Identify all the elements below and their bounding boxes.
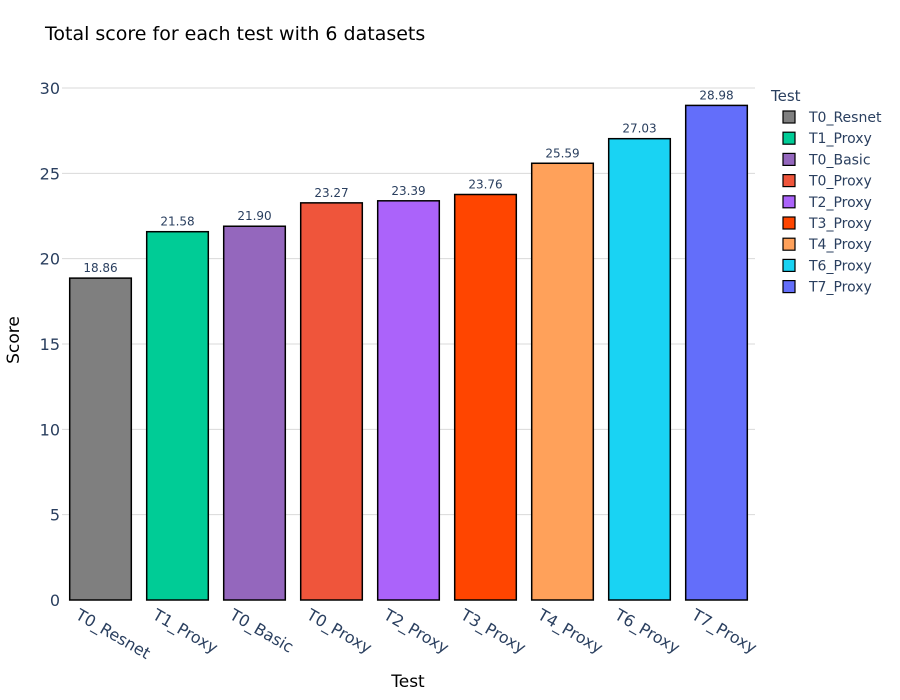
x-tick-label: T0_Proxy	[302, 605, 375, 659]
bar-value-label: 23.27	[314, 186, 348, 200]
y-tick-label: 15	[40, 335, 60, 354]
chart-title: Total score for each test with 6 dataset…	[44, 23, 425, 45]
legend-title: Test	[770, 87, 801, 105]
x-tick-label: T7_Proxy	[687, 605, 760, 659]
legend-label: T0_Basic	[808, 152, 871, 168]
legend-label: T4_Proxy	[808, 237, 872, 253]
y-tick-label: 20	[40, 250, 60, 269]
bar-t0-resnet	[68, 277, 133, 601]
legend-label: T3_Proxy	[808, 216, 872, 232]
bar-value-label: 23.39	[391, 184, 425, 198]
bar-t7-proxy	[684, 104, 749, 601]
bar-value-label: 18.86	[83, 261, 117, 275]
bar-t3-proxy	[453, 193, 518, 601]
legend-swatch	[782, 280, 796, 294]
bar-t6-proxy	[607, 137, 672, 601]
y-axis-ticks: 0 5 10 15 20 25 30	[40, 79, 60, 610]
bar-value-label: 25.59	[545, 146, 579, 160]
bar-t0-basic	[222, 225, 287, 601]
x-tick-label: T1_Proxy	[148, 605, 221, 659]
x-tick-label: T0_Resnet	[71, 605, 154, 664]
y-tick-label: 0	[50, 591, 60, 610]
legend-swatch	[782, 258, 796, 272]
y-tick-label: 30	[40, 79, 60, 98]
y-axis-title: Score	[4, 316, 24, 364]
legend-swatch	[782, 237, 796, 251]
legend-label: T0_Proxy	[808, 174, 872, 190]
x-tick-label: T0_Basic	[225, 605, 297, 658]
y-tick-label: 25	[40, 164, 60, 183]
bar-value-label: 21.90	[237, 209, 271, 223]
bar-t2-proxy	[376, 200, 441, 601]
x-tick-label: T4_Proxy	[533, 605, 606, 659]
legend-swatch	[782, 195, 796, 209]
y-tick-label: 10	[40, 420, 60, 439]
x-tick-label: T3_Proxy	[456, 605, 529, 659]
legend-label: T7_Proxy	[808, 280, 872, 296]
legend-label: T0_Resnet	[808, 110, 882, 126]
bars: 18.86 21.58 21.90 23.27 23.39 23.76 25.59 27.03…	[68, 88, 749, 601]
bar-t0-proxy	[299, 202, 364, 601]
x-tick-label: T6_Proxy	[610, 605, 683, 659]
x-axis-title: Test	[390, 672, 425, 692]
legend-label: T1_Proxy	[808, 131, 872, 147]
legend-swatch	[782, 174, 796, 188]
bar-t4-proxy	[530, 162, 595, 601]
legend-label: T6_Proxy	[808, 258, 872, 274]
x-tick-label: T2_Proxy	[379, 605, 452, 659]
y-tick-label: 5	[50, 506, 60, 525]
legend-label: T2_Proxy	[808, 195, 872, 211]
bar-value-label: 21.58	[160, 215, 194, 229]
legend: Test T0_Resnet T1_Proxy T0_Basic T0_Proxy T2…	[770, 87, 882, 296]
bar-value-label: 27.03	[622, 122, 656, 136]
bar-value-label: 28.98	[699, 88, 733, 102]
bar-t1-proxy	[145, 230, 210, 601]
legend-swatch	[782, 131, 796, 145]
legend-swatch	[782, 216, 796, 230]
legend-swatch	[782, 152, 796, 166]
bar-value-label: 23.76	[468, 177, 502, 191]
legend-swatch	[782, 110, 796, 124]
